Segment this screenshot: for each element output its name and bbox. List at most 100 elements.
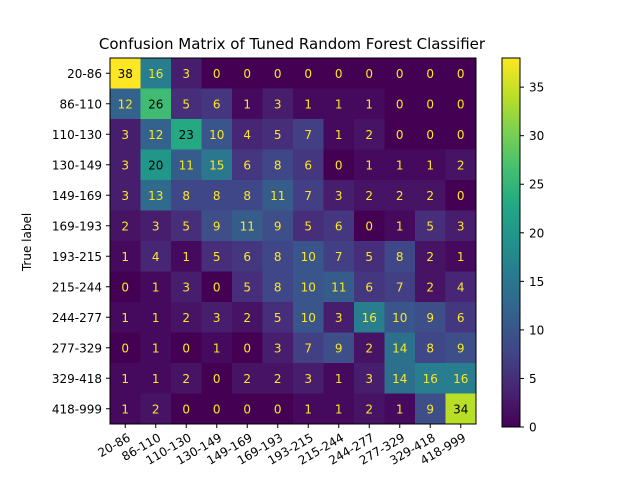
y-tick-label: 277-329 [52, 341, 102, 355]
cell-value-label: 0 [274, 67, 282, 81]
cell-value-label: 9 [426, 311, 434, 325]
heatmap-cell [262, 210, 294, 242]
cell-value-label: 12 [148, 128, 163, 142]
heatmap-cell [415, 180, 446, 211]
x-tick-labels: 20-8686-110110-130130-149149-169169-1931… [96, 424, 468, 468]
heatmap-cell [262, 393, 294, 425]
heatmap-cell [354, 88, 385, 120]
heatmap-cell [445, 393, 477, 425]
cell-value-label: 8 [274, 158, 282, 172]
cell-value-label: 3 [213, 311, 221, 325]
plot-frame [109, 57, 477, 425]
cell-value-label: 11 [270, 189, 285, 203]
cell-value-label: 1 [335, 97, 343, 111]
cell-value-label: 2 [243, 311, 251, 325]
cell-value-label: 0 [121, 341, 129, 355]
colorbar-tick-label: 20 [529, 226, 544, 240]
heatmap-cell [171, 332, 202, 364]
cell-value-label: 3 [457, 219, 465, 233]
heatmap-cell [201, 271, 233, 303]
heatmap-cell [232, 241, 263, 272]
cell-value-label: 1 [182, 250, 190, 264]
cell-value-label: 4 [457, 280, 465, 294]
cell-value-label: 0 [243, 341, 251, 355]
cell-value-label: 8 [274, 250, 282, 264]
cell-value-label: 0 [335, 158, 343, 172]
cell-value-label: 2 [274, 372, 282, 386]
heatmap-cell [293, 241, 324, 272]
heatmap-cell [171, 180, 202, 211]
heatmap-cell [293, 302, 324, 333]
heatmap-cell [110, 302, 141, 333]
cell-value-label: 1 [152, 372, 160, 386]
cell-value-label: 16 [453, 372, 468, 386]
cell-value-label: 1 [121, 250, 129, 264]
cell-value-label: 1 [304, 97, 312, 111]
cell-value-label: 2 [426, 189, 434, 203]
cell-value-label: 2 [365, 402, 373, 416]
cell-value-label: 3 [335, 189, 343, 203]
heatmap-cell [445, 241, 477, 272]
heatmap-cell [171, 58, 202, 89]
cell-value-label: 3 [365, 372, 373, 386]
cell-value-label: 0 [213, 402, 221, 416]
heatmap-cell [171, 149, 202, 181]
cell-value-label: 10 [301, 250, 316, 264]
heatmap-cell [415, 393, 446, 425]
heatmap-cell [262, 271, 294, 303]
cell-value-label: 3 [182, 67, 190, 81]
heatmap-cell-labels: 38 16 3 0 0 0 0 0 0 0 0 012 26 5 6 1 3 1 1 1 0 0 03 12 23 10 4 5 7 1 2… [118, 67, 469, 417]
cell-value-label: 2 [182, 311, 190, 325]
heatmap-cell [110, 271, 141, 303]
cell-value-label: 14 [392, 341, 407, 355]
y-tick-label: 418-999 [52, 402, 102, 416]
heatmap-cell [201, 180, 233, 211]
cell-value-label: 8 [182, 189, 190, 203]
heatmap-cell [262, 149, 294, 181]
heatmap-cell [232, 180, 263, 211]
heatmap-cell [110, 210, 141, 242]
cell-value-label: 9 [213, 219, 221, 233]
heatmap-cell [110, 119, 141, 150]
heatmap-cell [140, 58, 172, 89]
cell-value-label: 0 [396, 128, 404, 142]
heatmap-cell [110, 241, 141, 272]
cell-value-label: 0 [304, 67, 312, 81]
heatmap-cell [201, 149, 233, 181]
heatmap-cell [171, 119, 202, 150]
cell-value-label: 8 [426, 341, 434, 355]
heatmap-cell [110, 58, 141, 89]
y-tick-label: 215-244 [52, 280, 102, 294]
heatmap-cell [171, 393, 202, 425]
cell-value-label: 5 [426, 219, 434, 233]
cell-value-label: 38 [118, 67, 133, 81]
heatmap-cell [323, 149, 355, 181]
cell-value-label: 8 [243, 189, 251, 203]
colorbar-tick-label: 5 [529, 372, 537, 386]
colorbar-tick-label: 0 [529, 421, 537, 435]
cell-value-label: 7 [304, 341, 312, 355]
cell-value-label: 14 [392, 372, 407, 386]
heatmap-cell [232, 363, 263, 394]
heatmap-cell [445, 210, 477, 242]
heatmap-cell [323, 58, 355, 89]
heatmap-cell [354, 210, 385, 242]
cell-value-label: 1 [121, 311, 129, 325]
heatmap-cell [262, 302, 294, 333]
heatmap-cell [293, 88, 324, 120]
heatmap-cell [171, 363, 202, 394]
cell-value-label: 1 [396, 158, 404, 172]
heatmap-cell [140, 210, 172, 242]
cell-value-label: 3 [335, 311, 343, 325]
cell-value-label: 2 [365, 189, 373, 203]
heatmap-cell [415, 363, 446, 394]
heatmap-cell [262, 180, 294, 211]
heatmap-cell [354, 58, 385, 89]
heatmap-cell [323, 332, 355, 364]
cell-value-label: 1 [335, 128, 343, 142]
y-tick-label: 130-149 [52, 158, 102, 172]
heatmap-cell [323, 180, 355, 211]
heatmap-cell [293, 332, 324, 364]
heatmap-cell [354, 180, 385, 211]
cell-value-label: 6 [335, 219, 343, 233]
